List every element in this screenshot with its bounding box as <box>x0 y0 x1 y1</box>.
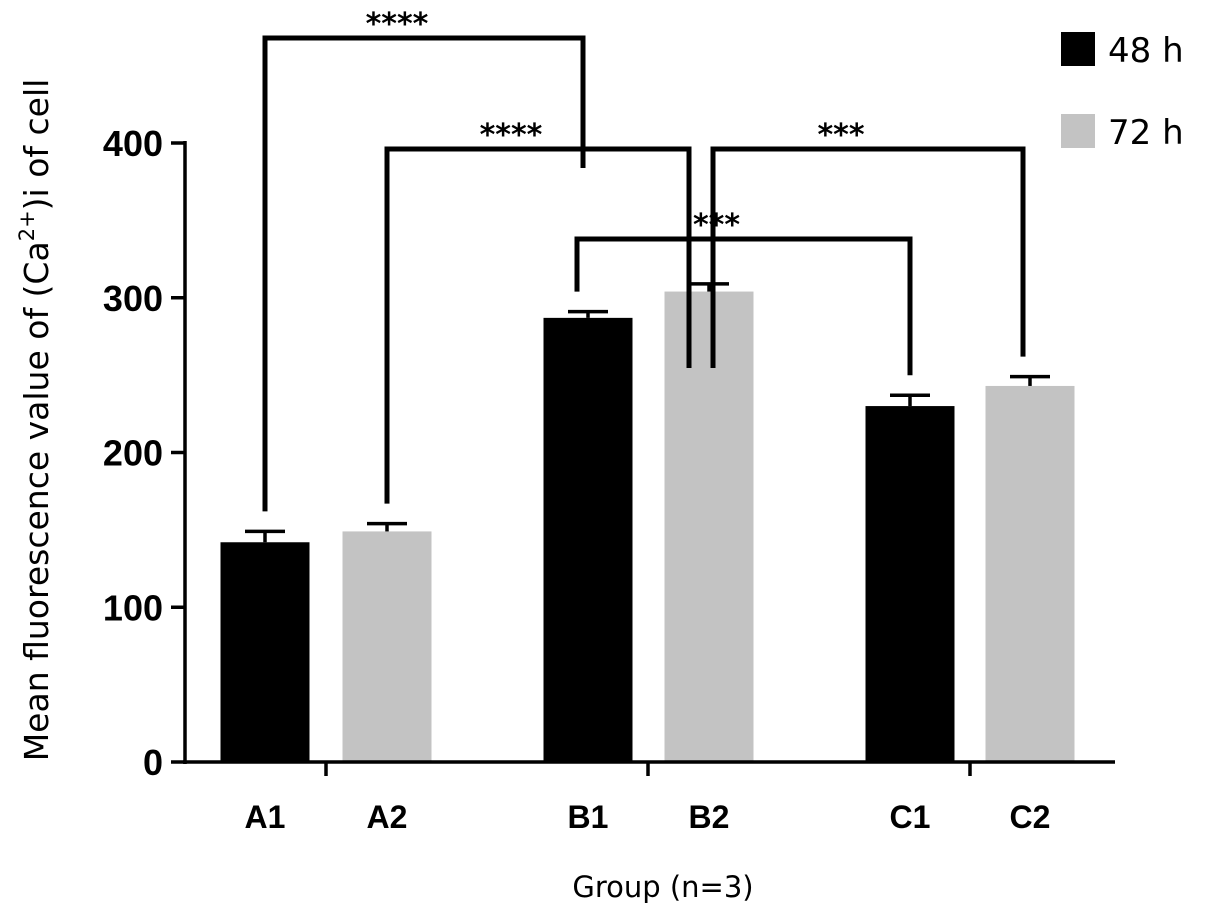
y-tick-label: 300 <box>103 278 163 319</box>
y-tick-label: 100 <box>103 587 163 628</box>
significance-bracket <box>384 146 692 504</box>
y-tick-label: 400 <box>103 123 163 164</box>
legend-label: 72 h <box>1108 113 1184 153</box>
significance-brackets: ******** ****** <box>262 7 1026 512</box>
x-ticks: A1 A2 B1 B2 C1 C2 <box>245 762 1051 835</box>
bar-C1 <box>865 406 955 762</box>
x-tick-label-C1: C1 <box>890 799 931 835</box>
axes <box>183 141 1115 764</box>
bar-C2 <box>985 385 1075 762</box>
legend-swatch <box>1061 32 1095 66</box>
significance-label: *** <box>693 208 740 243</box>
significance-bracket <box>574 236 913 376</box>
error-bars-layer <box>245 282 1050 543</box>
legend-swatch <box>1061 114 1095 148</box>
y-ticks: 0 100 200 300 400 <box>103 123 185 783</box>
bars-layer <box>220 291 1075 762</box>
x-axis-title: Group (n=3) <box>572 870 753 904</box>
significance-bracket <box>710 146 1026 368</box>
legend: 48 h 72 h <box>1061 31 1184 153</box>
y-tick-label: 200 <box>103 433 163 474</box>
bar-A1 <box>220 542 310 762</box>
legend-label: 48 h <box>1108 31 1184 71</box>
bar-A2 <box>342 531 432 762</box>
significance-label: **** <box>366 7 429 42</box>
y-axis-title: Mean fluorescence value of (Ca2+)i of ce… <box>15 79 56 762</box>
y-tick-label: 0 <box>143 742 163 783</box>
x-tick-label-A1: A1 <box>245 799 286 835</box>
bar-B2 <box>664 291 754 762</box>
significance-label: **** <box>480 118 543 153</box>
significance-bracket <box>262 35 586 512</box>
bar-B1 <box>543 317 633 762</box>
significance-label: *** <box>817 118 864 153</box>
x-tick-label-C2: C2 <box>1010 799 1051 835</box>
x-tick-label-B1: B1 <box>568 799 609 835</box>
x-tick-label-B2: B2 <box>689 799 730 835</box>
x-tick-label-A2: A2 <box>367 799 408 835</box>
